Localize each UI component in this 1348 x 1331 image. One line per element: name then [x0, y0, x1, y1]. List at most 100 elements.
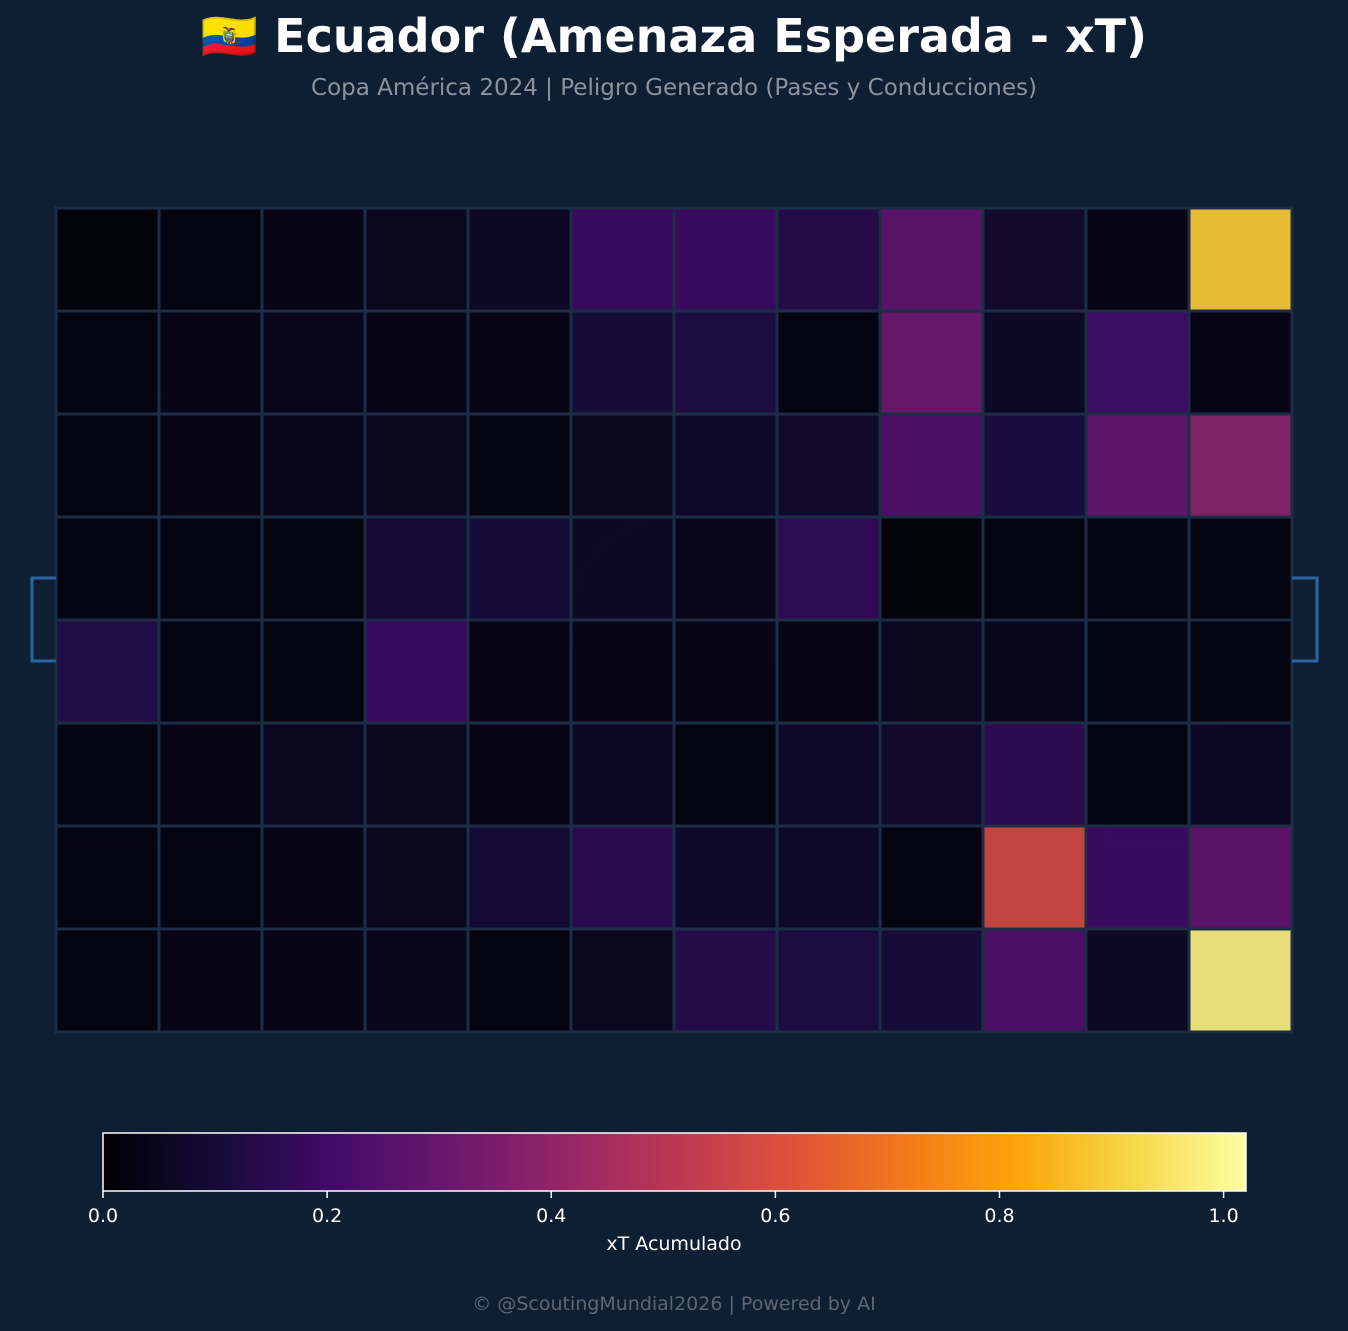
heatmap-cell: [54, 721, 161, 828]
heatmap-cell: [363, 309, 470, 416]
heatmap-cell: [981, 309, 1088, 416]
heatmap-cell: [775, 412, 882, 519]
heatmap-cell: [775, 927, 882, 1034]
heatmap-cell: [363, 824, 470, 931]
heatmap-cell: [466, 206, 573, 313]
heatmap-cell: [569, 824, 676, 931]
heatmap-cell: [672, 927, 779, 1034]
colorbar-label: xT Acumulado: [606, 1233, 741, 1255]
heatmap-cells: [54, 206, 1294, 1034]
heatmap-cell: [363, 618, 470, 725]
heatmap-cell: [363, 721, 470, 828]
right-goal: [1292, 576, 1319, 663]
heatmap-cell: [466, 515, 573, 622]
heatmap-cell: [1084, 618, 1191, 725]
heatmap-cell: [672, 515, 779, 622]
chart-title: 🇪🇨 Ecuador (Amenaza Esperada - xT): [200, 9, 1148, 63]
heatmap-cell: [981, 412, 1088, 519]
chart-subtitle: Copa América 2024 | Peligro Generado (Pa…: [311, 75, 1037, 101]
heatmap-cell: [1084, 721, 1191, 828]
heatmap-cell: [260, 412, 367, 519]
heatmap-cell: [1084, 206, 1191, 313]
heatmap-cell: [878, 309, 985, 416]
heatmap-cell: [1187, 927, 1294, 1034]
colorbar-tick-label: 0.6: [760, 1205, 790, 1227]
pitch-outline: [30, 206, 1319, 1034]
heatmap-cell: [672, 721, 779, 828]
heatmap-cell: [54, 206, 161, 313]
heatmap-cell: [569, 927, 676, 1034]
heatmap-cell: [672, 618, 779, 725]
heatmap-cell: [260, 618, 367, 725]
heatmap-cell: [157, 206, 264, 313]
colorbar-tick-label: 0.0: [88, 1205, 118, 1227]
left-goal: [30, 576, 56, 663]
heatmap-cell: [569, 206, 676, 313]
heatmap-cell: [981, 721, 1088, 828]
heatmap-cell: [1187, 309, 1294, 416]
heatmap-cell: [878, 412, 985, 519]
heatmap-cell: [157, 927, 264, 1034]
colorbar-tick-label: 0.4: [536, 1205, 566, 1227]
heatmap-cell: [466, 412, 573, 519]
footer-credit: © @ScoutingMundial2026 | Powered by AI: [472, 1293, 876, 1315]
heatmap-cell: [54, 515, 161, 622]
heatmap-cell: [672, 309, 779, 416]
heatmap-cell: [54, 618, 161, 725]
heatmap-cell: [157, 412, 264, 519]
heatmap-cell: [1187, 824, 1294, 931]
heatmap-cell: [363, 206, 470, 313]
heatmap-cell: [1084, 309, 1191, 416]
heatmap-cell: [54, 412, 161, 519]
heatmap-cell: [981, 515, 1088, 622]
heatmap-cell: [1084, 927, 1191, 1034]
heatmap-cell: [363, 927, 470, 1034]
heatmap-cell: [1084, 515, 1191, 622]
colorbar-tick-label: 1.0: [1208, 1205, 1238, 1227]
heatmap-cell: [878, 618, 985, 725]
heatmap-cell: [1084, 412, 1191, 519]
pitch-border: [54, 206, 1294, 1034]
heatmap-cell: [775, 309, 882, 416]
heatmap-cell: [1187, 721, 1294, 828]
heatmap-cell: [878, 927, 985, 1034]
heatmap-cell: [466, 618, 573, 725]
heatmap-cell: [569, 309, 676, 416]
heatmap-cell: [1084, 824, 1191, 931]
heatmap-cell: [981, 824, 1088, 931]
heatmap-cell: [54, 824, 161, 931]
heatmap-cell: [672, 206, 779, 313]
heatmap-cell: [569, 721, 676, 828]
heatmap-cell: [260, 515, 367, 622]
colorbar-tick-label: 0.2: [312, 1205, 342, 1227]
heatmap-cell: [775, 721, 882, 828]
heatmap-cell: [466, 309, 573, 416]
heatmap-cell: [1187, 412, 1294, 519]
heatmap-cell: [1187, 618, 1294, 725]
heatmap-cell: [878, 206, 985, 313]
heatmap-cell: [569, 618, 676, 725]
heatmap-cell: [878, 515, 985, 622]
colorbar: 0.0 0.2 0.4 0.6 0.8 1.0 xT Acumulado: [88, 1132, 1247, 1255]
heatmap-cell: [1187, 206, 1294, 313]
heatmap-cell: [775, 824, 882, 931]
heatmap-cell: [569, 515, 676, 622]
heatmap-cell: [981, 206, 1088, 313]
heatmap-cell: [1187, 515, 1294, 622]
heatmap-cell: [466, 824, 573, 931]
heatmap-cell: [260, 927, 367, 1034]
heatmap-cell: [260, 206, 367, 313]
heatmap-cell: [775, 515, 882, 622]
heatmap-cell: [466, 721, 573, 828]
colorbar-tick-label: 0.8: [984, 1205, 1014, 1227]
heatmap-cell: [260, 309, 367, 416]
colorbar-ticks: 0.0 0.2 0.4 0.6 0.8 1.0: [88, 1191, 1239, 1227]
heatmap-cell: [981, 927, 1088, 1034]
heatmap-cell: [157, 309, 264, 416]
heatmap-cell: [363, 412, 470, 519]
colorbar-gradient: [102, 1132, 1247, 1192]
heatmap-cell: [878, 721, 985, 828]
heatmap-cell: [363, 515, 470, 622]
heatmap-cell: [775, 206, 882, 313]
